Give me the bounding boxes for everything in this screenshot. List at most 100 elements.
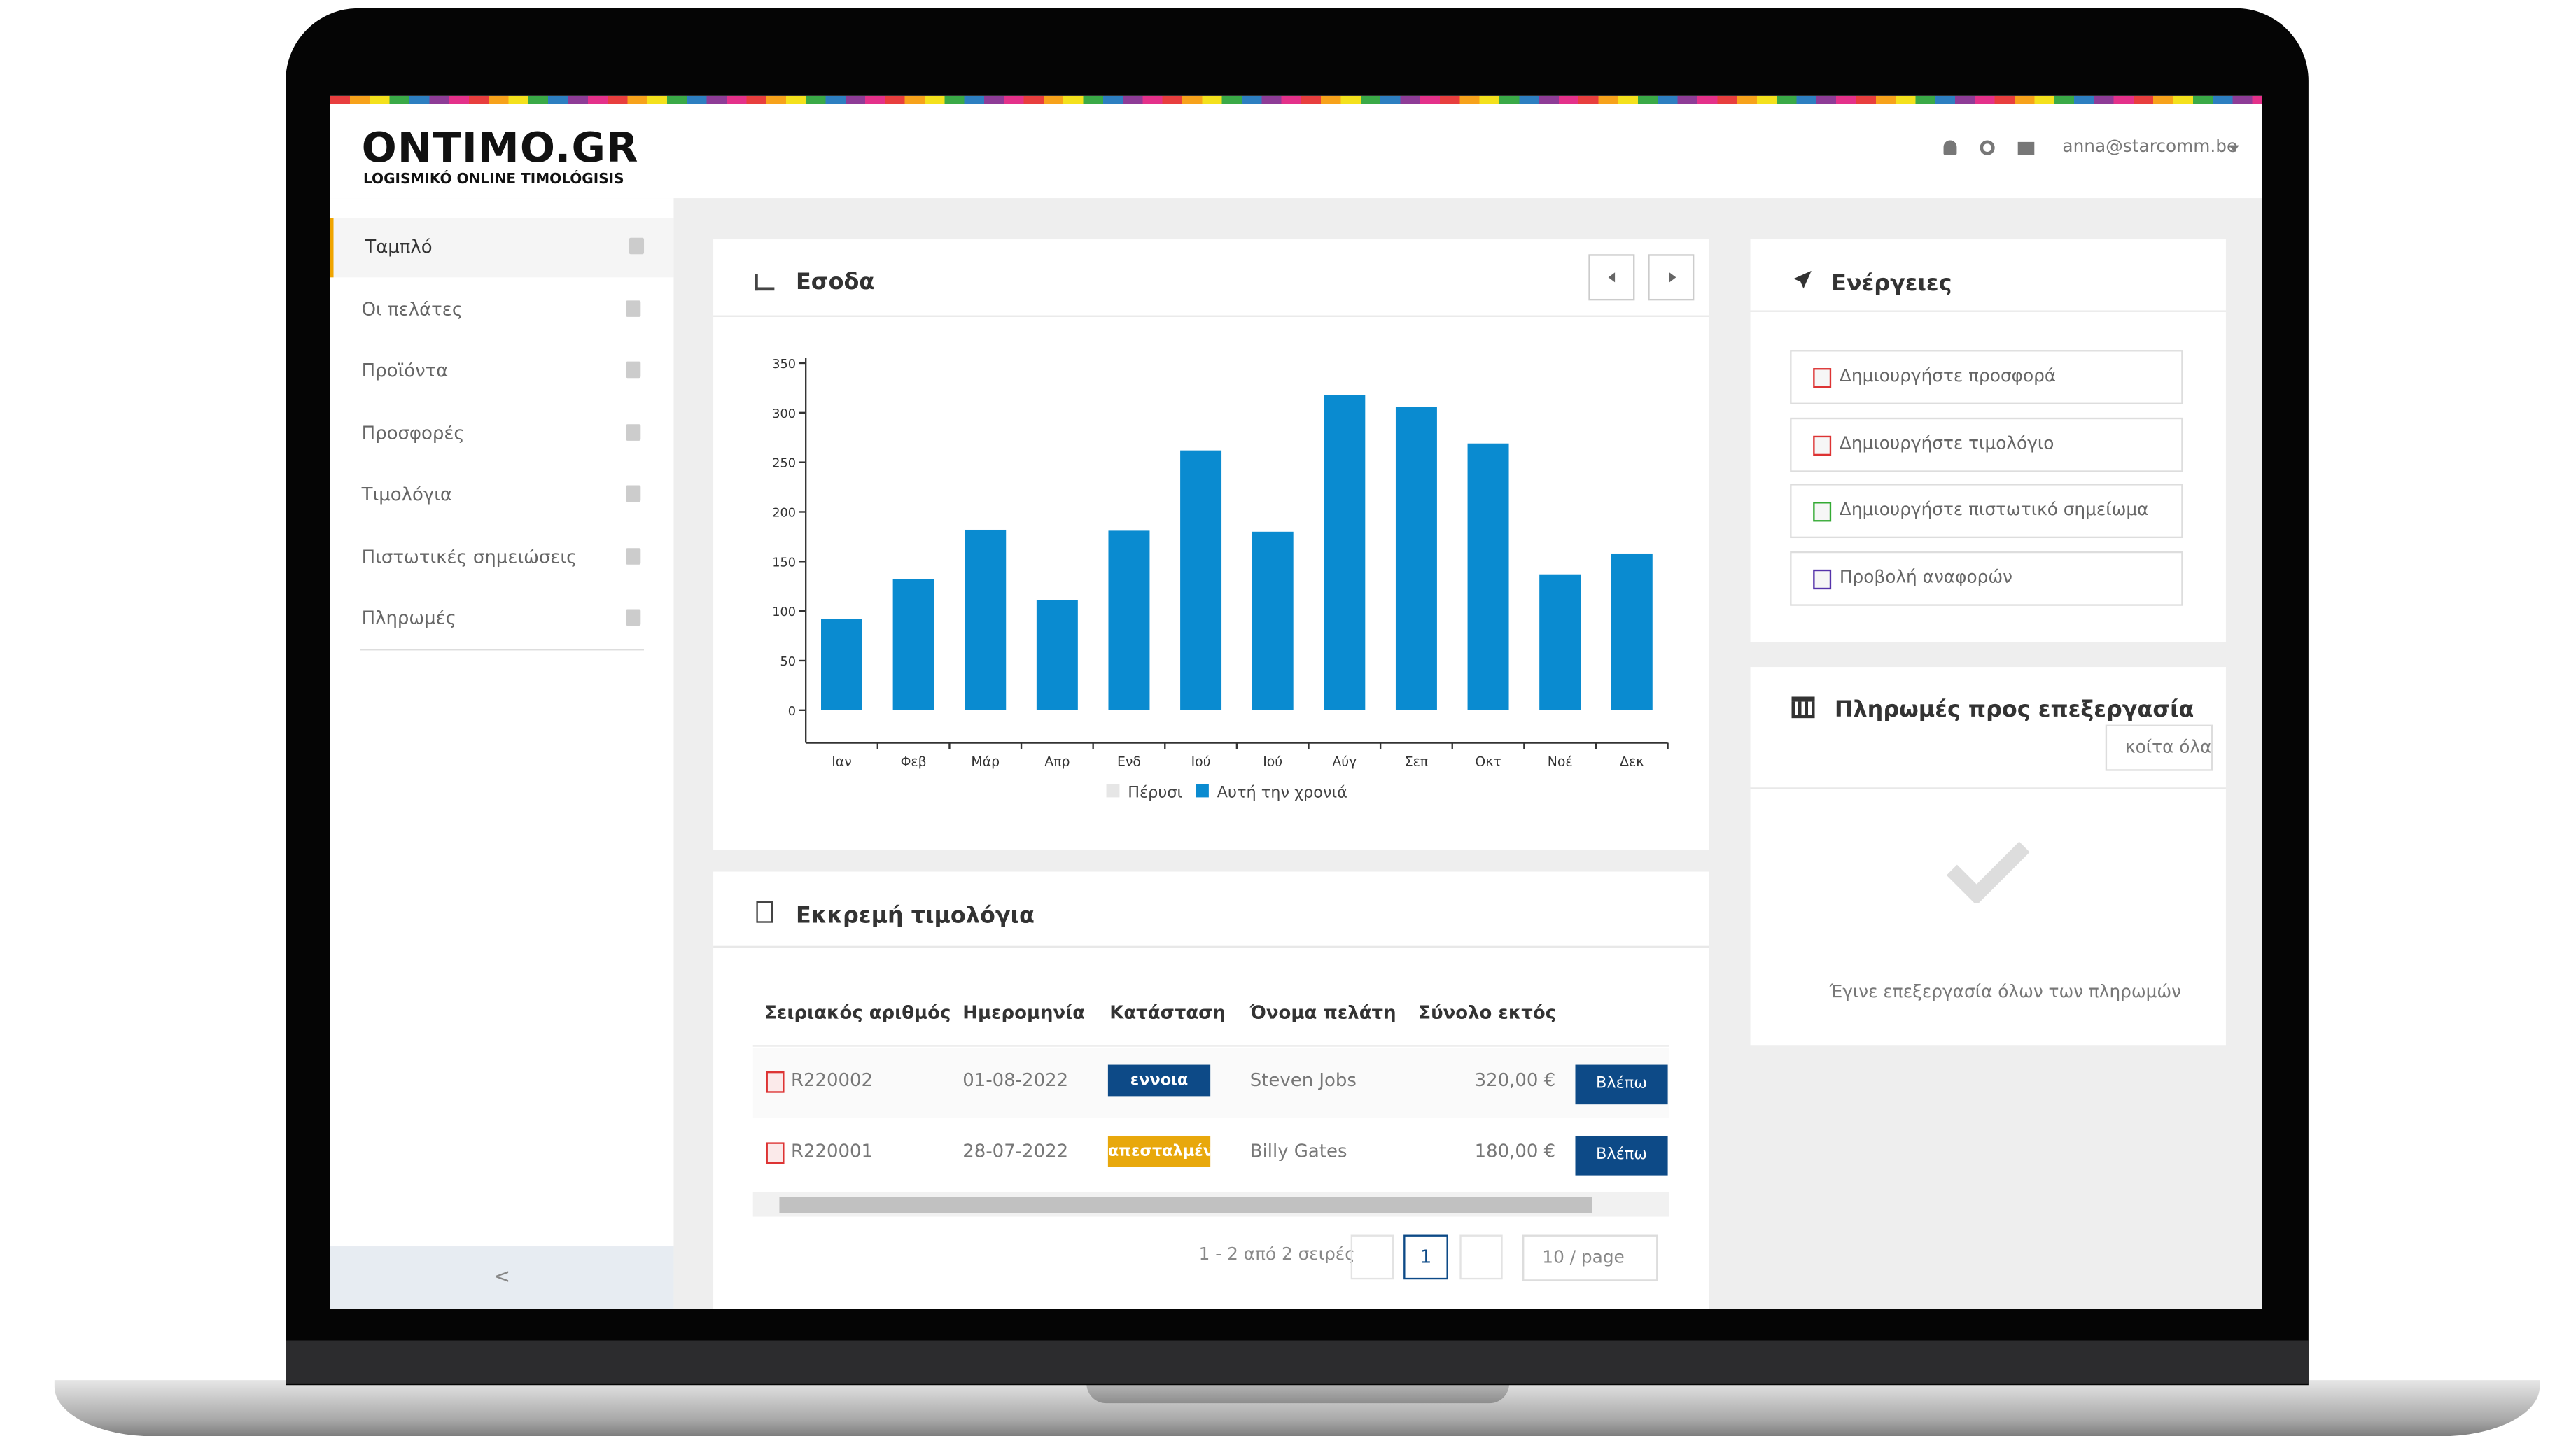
header	[330, 104, 2262, 199]
actions-title: Ενέργειες	[1831, 270, 1952, 297]
menu-icon	[626, 361, 641, 379]
bank-icon	[1791, 696, 1815, 719]
column-header[interactable]: Ημερομηνία	[962, 1002, 1095, 1024]
chart-icon	[755, 274, 775, 291]
logo[interactable]: ONTIMO.GR	[361, 123, 639, 172]
mail-icon[interactable]	[2017, 141, 2035, 155]
column-label: Όνομα πελάτη	[1250, 1001, 1396, 1024]
user-menu[interactable]: anna@starcomm.be	[2062, 136, 2238, 157]
scrollbar-track[interactable]	[752, 1192, 1670, 1217]
card-divider	[1750, 310, 2226, 312]
page-size: 10 / page	[1542, 1248, 1625, 1268]
menu-item[interactable]: Προσφορές	[330, 404, 674, 463]
menu-item[interactable]: Τιμολόγια	[330, 465, 674, 525]
menu-label: Προϊόντα	[361, 360, 449, 381]
page-size-select[interactable]: 10 / page	[1522, 1234, 1658, 1281]
menu-item[interactable]: Πληρωμές	[330, 589, 674, 649]
menu-divider	[360, 649, 645, 651]
tagline: LOGISMIKÓ ONLINE TIMOLÓGISIS	[363, 171, 624, 188]
menu-label: Ταμπλό	[365, 236, 433, 258]
invoices-title: Εκκρεμή τιμολόγια	[796, 903, 1035, 930]
column-header[interactable]: Σύνολο εκτός	[1418, 1002, 1566, 1024]
action-icon	[1813, 368, 1832, 388]
next-button[interactable]	[1648, 254, 1695, 301]
amount: 320,00 €	[1474, 1069, 1556, 1092]
customer: Steven Jobs	[1250, 1069, 1357, 1092]
laptop-hinge	[286, 1340, 2309, 1384]
revenue-card: Εσοδα	[713, 239, 1709, 850]
table-row: R220001 28-07-2022 απεσταλμένο Billy Gates 1…	[753, 1119, 1670, 1188]
user-caret[interactable]	[2229, 145, 2239, 153]
settings-icon[interactable]	[1980, 140, 1995, 155]
view-button[interactable]: Βλέπω	[1575, 1135, 1668, 1176]
pdf-icon	[766, 1071, 785, 1093]
doc-icon	[756, 901, 774, 923]
menu-item[interactable]: Οι πελάτες	[330, 280, 674, 339]
check-mark	[1947, 841, 2030, 903]
column-header[interactable]: Όνομα πελάτη	[1250, 1002, 1406, 1024]
page-next[interactable]	[1460, 1234, 1503, 1280]
view-all-label: κοίτα όλα	[2125, 738, 2212, 758]
menu-icon	[626, 485, 641, 502]
menu-label: Πληρωμές	[361, 607, 456, 629]
view-button[interactable]: Βλέπω	[1575, 1064, 1668, 1105]
menu-label: Προσφορές	[361, 421, 465, 444]
date: 01-08-2022	[962, 1069, 1069, 1092]
next-arrow	[1669, 272, 1676, 283]
table-row: R220002 01-08-2022 εννοια Steven Jobs 320,00…	[752, 1048, 1670, 1118]
serial: R220001	[790, 1141, 874, 1162]
column-header[interactable]: Σειριακός αριθμός	[764, 1002, 960, 1024]
sidebar: < Ταμπλό Οι πελάτες Προϊόντα Προσφορές Τιμολ…	[330, 198, 674, 1309]
payments-card: Πληρωμές προς επεξεργασία κοίτα όλα Έγιν…	[1750, 667, 2226, 1046]
action-button[interactable]: Δημιουργήστε προσφορά	[1790, 350, 2183, 404]
pdf-icon	[766, 1142, 785, 1164]
column-header[interactable]: Κατάσταση	[1110, 1002, 1236, 1024]
action-label: Δημιουργήστε πιστωτικό σημείωμα	[1839, 500, 2149, 521]
prev-button[interactable]	[1588, 254, 1635, 301]
view-all-button[interactable]: κοίτα όλα	[2105, 724, 2213, 771]
page-current[interactable]: 1	[1404, 1234, 1448, 1280]
actions-card: Ενέργειες Δημιουργήστε προσφορά Δημιουργή…	[1750, 239, 2226, 642]
column-label: Ημερομηνία	[962, 1001, 1086, 1024]
column-label: Σειριακός αριθμός	[764, 1001, 951, 1024]
menu-item[interactable]: Ταμπλό	[330, 218, 674, 278]
scrollbar-thumb[interactable]	[779, 1197, 1592, 1213]
action-label: Δημιουργήστε προσφορά	[1839, 366, 2057, 387]
check-icon	[1947, 841, 2030, 903]
action-button[interactable]: Δημιουργήστε πιστωτικό σημείωμα	[1790, 484, 2183, 539]
action-label: Προβολή αναφορών	[1839, 567, 2012, 587]
status: απεσταλμένο	[1107, 1135, 1211, 1167]
payments-message: Έγινε επεξεργασία όλων των πληρωμών	[1829, 982, 2181, 1002]
bell-icon[interactable]	[1943, 140, 1957, 155]
menu-icon	[629, 237, 645, 255]
menu-label: Τιμολόγια	[361, 484, 453, 505]
action-button[interactable]: Δημιουργήστε τιμολόγιο	[1790, 416, 2183, 472]
card-divider	[1750, 787, 2226, 789]
collapse-bar[interactable]: <	[330, 1246, 674, 1309]
action-label: Δημιουργήστε τιμολόγιο	[1839, 433, 2054, 453]
action-button[interactable]: Προβολή αναφορών	[1790, 550, 2183, 605]
header-divider	[752, 1045, 1670, 1047]
menu-item[interactable]: Προϊόντα	[330, 342, 674, 401]
color-stripe	[330, 95, 2262, 104]
collapse-button[interactable]: <	[493, 1264, 511, 1288]
menu-label: Πιστωτικές σημειώσεις	[361, 545, 578, 568]
menu-icon	[626, 300, 641, 316]
column-label: Σύνολο εκτός	[1418, 1001, 1557, 1024]
payments-title: Πληρωμές προς επεξεργασία	[1834, 696, 2194, 724]
page-prev[interactable]	[1350, 1234, 1394, 1280]
menu-label: Οι πελάτες	[361, 297, 463, 320]
status: εννοια	[1107, 1064, 1211, 1097]
amount: 180,00 €	[1474, 1141, 1556, 1162]
date: 28-07-2022	[962, 1141, 1069, 1162]
pagination-summary: 1 - 2 από 2 σειρές	[1198, 1244, 1355, 1265]
menu-item[interactable]: Πιστωτικές σημειώσεις	[330, 528, 674, 587]
customer: Billy Gates	[1250, 1141, 1348, 1162]
action-icon	[1813, 568, 1832, 589]
action-icon	[1813, 435, 1832, 455]
prev-arrow	[1608, 272, 1616, 283]
rocket-icon	[1793, 270, 1812, 289]
